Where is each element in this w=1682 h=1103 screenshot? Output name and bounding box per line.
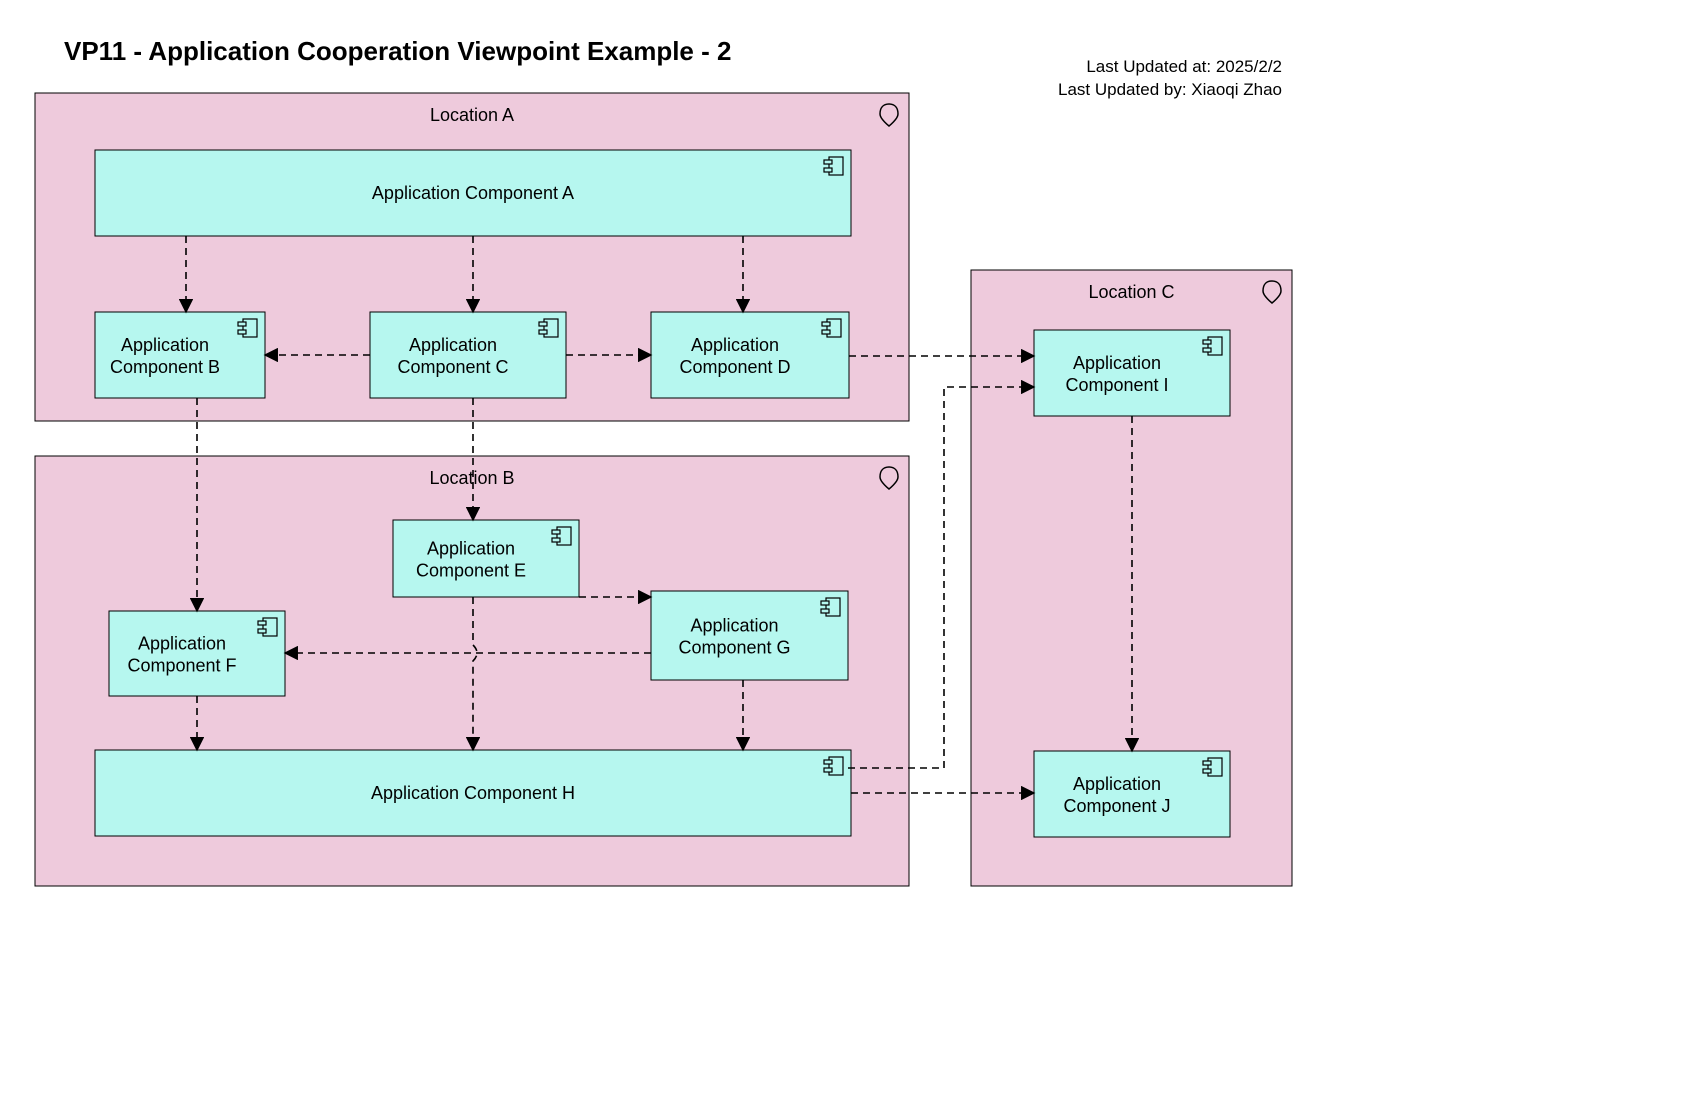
component-E: ApplicationComponent E xyxy=(393,520,579,597)
component-label-line1: Application xyxy=(691,335,779,355)
component-label-line2: Component J xyxy=(1063,796,1170,816)
page-title: VP11 - Application Cooperation Viewpoint… xyxy=(64,36,731,66)
component-label-line1: Application xyxy=(138,634,226,654)
component-F: ApplicationComponent F xyxy=(109,611,285,696)
component-label-line2: Component D xyxy=(679,357,790,377)
component-label-line1: Application xyxy=(409,335,497,355)
meta-updated-at: Last Updated at: 2025/2/2 xyxy=(1086,57,1282,76)
component-label-line1: Application xyxy=(1073,774,1161,794)
component-label-line1: Application xyxy=(427,539,515,559)
location-label: Location B xyxy=(429,468,514,488)
component-label-line2: Component G xyxy=(678,638,790,658)
component-box xyxy=(370,312,566,398)
location-label: Location A xyxy=(430,105,514,125)
component-I: ApplicationComponent I xyxy=(1034,330,1230,416)
component-B: ApplicationComponent B xyxy=(95,312,265,398)
component-box xyxy=(651,591,848,680)
component-label-line1: Application xyxy=(690,616,778,636)
component-label: Application Component A xyxy=(372,183,574,203)
component-label-line1: Application xyxy=(1073,353,1161,373)
component-J: ApplicationComponent J xyxy=(1034,751,1230,837)
component-label-line2: Component C xyxy=(397,357,508,377)
component-G: ApplicationComponent G xyxy=(651,591,848,680)
meta-updated-by: Last Updated by: Xiaoqi Zhao xyxy=(1058,80,1282,99)
component-box xyxy=(651,312,849,398)
component-label: Application Component H xyxy=(371,783,575,803)
component-box xyxy=(1034,330,1230,416)
component-label-line2: Component B xyxy=(110,357,220,377)
component-D: ApplicationComponent D xyxy=(651,312,849,398)
component-H: Application Component H xyxy=(95,750,851,836)
component-label-line2: Component E xyxy=(416,561,526,581)
component-box xyxy=(1034,751,1230,837)
location-label: Location C xyxy=(1088,282,1174,302)
component-C: ApplicationComponent C xyxy=(370,312,566,398)
component-A: Application Component A xyxy=(95,150,851,236)
component-label-line1: Application xyxy=(121,335,209,355)
component-label-line2: Component I xyxy=(1065,375,1168,395)
component-box xyxy=(393,520,579,597)
component-label-line2: Component F xyxy=(127,656,236,676)
